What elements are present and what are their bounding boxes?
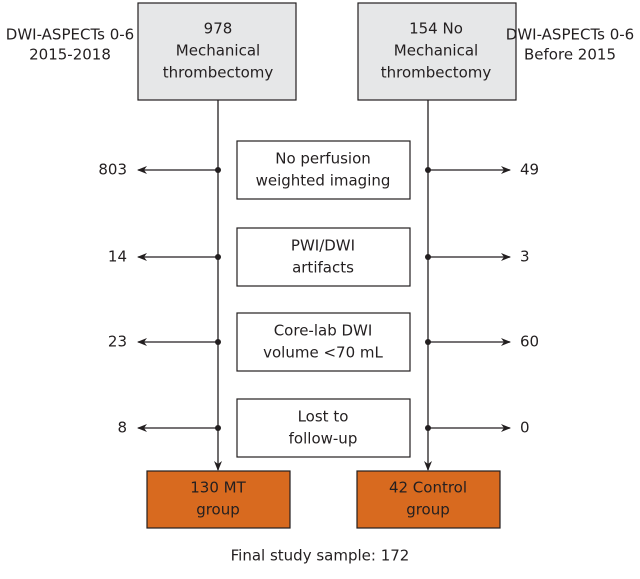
group-text: group <box>196 501 240 519</box>
junction <box>215 167 221 173</box>
group-box <box>146 470 291 529</box>
excluded-count: 0 <box>520 419 530 437</box>
source-text: Mechanical <box>394 42 478 60</box>
footer: Final study sample: 172 <box>231 547 410 565</box>
side-label: 2015-2018 <box>29 46 111 64</box>
excluded-count: 14 <box>108 248 127 266</box>
junction <box>215 425 221 431</box>
group-text: 130 MT <box>190 479 246 497</box>
excluded-count: 803 <box>98 161 127 179</box>
group-text: group <box>406 501 450 519</box>
side-label: DWI-ASPECTs 0-6 <box>506 26 634 44</box>
source-text: 154 No <box>409 20 463 38</box>
junction <box>425 425 431 431</box>
excluded-count: 60 <box>520 333 539 351</box>
exclusion-text: artifacts <box>292 259 354 277</box>
source-text: 978 <box>204 20 233 38</box>
exclusion-box <box>236 227 411 287</box>
source-text: thrombectomy <box>163 64 274 82</box>
source-box <box>357 2 517 101</box>
exclusion-text: volume <70 mL <box>263 344 383 362</box>
group-text: 42 Control <box>389 479 467 497</box>
excluded-count: 8 <box>117 419 127 437</box>
exclusion-box <box>236 140 411 200</box>
side-label: DWI-ASPECTs 0-6 <box>6 26 134 44</box>
exclusion-box <box>236 312 411 372</box>
exclusion-box <box>236 398 411 458</box>
exclusion-text: weighted imaging <box>256 172 391 190</box>
exclusion-text: No perfusion <box>275 150 371 168</box>
exclusion-text: follow-up <box>289 430 358 448</box>
excluded-count: 49 <box>520 161 539 179</box>
excluded-count: 23 <box>108 333 127 351</box>
junction <box>425 254 431 260</box>
junction <box>215 339 221 345</box>
exclusion-text: Lost to <box>298 408 349 426</box>
side-label: Before 2015 <box>524 46 616 64</box>
excluded-count: 3 <box>520 248 530 266</box>
source-text: Mechanical <box>176 42 260 60</box>
group-box <box>356 470 501 529</box>
junction <box>425 339 431 345</box>
junction <box>215 254 221 260</box>
exclusion-text: Core-lab DWI <box>274 322 373 340</box>
source-text: thrombectomy <box>381 64 492 82</box>
junction <box>425 167 431 173</box>
source-box <box>137 2 297 101</box>
exclusion-text: PWI/DWI <box>291 237 355 255</box>
